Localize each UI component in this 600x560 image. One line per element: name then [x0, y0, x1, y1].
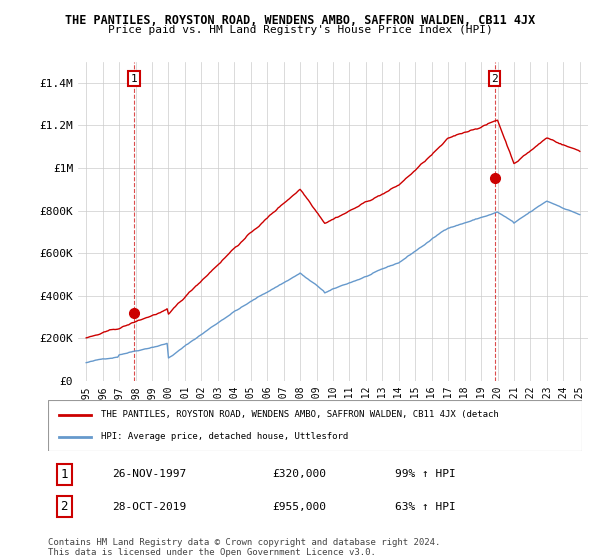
Text: 63% ↑ HPI: 63% ↑ HPI — [395, 502, 456, 512]
Text: THE PANTILES, ROYSTON ROAD, WENDENS AMBO, SAFFRON WALDEN, CB11 4JX: THE PANTILES, ROYSTON ROAD, WENDENS AMBO… — [65, 14, 535, 27]
Text: 2: 2 — [60, 500, 68, 514]
Text: 1: 1 — [131, 73, 137, 83]
Text: Contains HM Land Registry data © Crown copyright and database right 2024.
This d: Contains HM Land Registry data © Crown c… — [48, 538, 440, 557]
Text: 1: 1 — [60, 468, 68, 481]
Text: £955,000: £955,000 — [272, 502, 326, 512]
Text: £320,000: £320,000 — [272, 469, 326, 479]
Text: 26-NOV-1997: 26-NOV-1997 — [112, 469, 187, 479]
FancyBboxPatch shape — [48, 400, 582, 451]
Text: 2: 2 — [491, 73, 498, 83]
Text: HPI: Average price, detached house, Uttlesford: HPI: Average price, detached house, Uttl… — [101, 432, 349, 441]
Text: THE PANTILES, ROYSTON ROAD, WENDENS AMBO, SAFFRON WALDEN, CB11 4JX (detach: THE PANTILES, ROYSTON ROAD, WENDENS AMBO… — [101, 410, 499, 419]
Text: 99% ↑ HPI: 99% ↑ HPI — [395, 469, 456, 479]
Text: Price paid vs. HM Land Registry's House Price Index (HPI): Price paid vs. HM Land Registry's House … — [107, 25, 493, 35]
Text: 28-OCT-2019: 28-OCT-2019 — [112, 502, 187, 512]
